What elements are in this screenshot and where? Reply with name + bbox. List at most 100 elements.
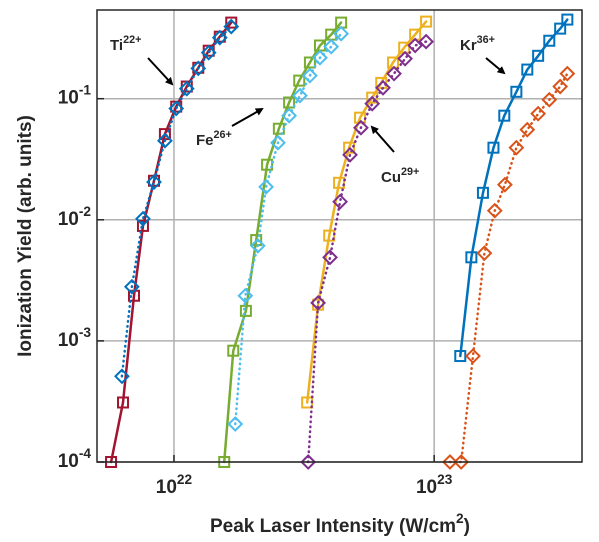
marker <box>312 49 328 66</box>
marker <box>532 49 545 62</box>
marker <box>418 33 434 50</box>
series-layer <box>105 13 576 470</box>
marker <box>343 141 356 154</box>
marker <box>301 67 318 84</box>
series <box>454 13 574 363</box>
marker <box>498 109 511 122</box>
series <box>442 65 576 470</box>
marker <box>323 229 336 242</box>
plot-area <box>97 10 582 462</box>
marker <box>322 249 338 266</box>
series <box>300 33 434 470</box>
annotation: Ti22+ <box>110 34 141 54</box>
marker <box>211 29 228 46</box>
marker <box>283 96 296 109</box>
marker <box>364 95 381 112</box>
marker <box>519 121 536 138</box>
marker <box>258 178 275 195</box>
annotation-arrow <box>485 57 506 75</box>
marker <box>136 219 149 232</box>
marker <box>496 176 513 193</box>
marker <box>487 141 500 154</box>
marker <box>261 158 274 171</box>
series-line <box>305 20 428 404</box>
marker <box>543 34 556 47</box>
annotation: Kr36+ <box>460 34 495 54</box>
marker <box>270 134 286 151</box>
series <box>114 18 240 385</box>
marker <box>559 65 576 82</box>
marker <box>442 454 458 470</box>
y-tick-label: 10-4 <box>58 446 92 472</box>
marker <box>292 87 308 104</box>
y-axis-label: Ionization Yield (arb. units) <box>15 115 36 357</box>
marker <box>190 60 207 77</box>
marker <box>293 74 306 87</box>
marker <box>420 15 433 28</box>
marker <box>157 132 173 149</box>
marker <box>249 237 266 254</box>
marker <box>476 186 489 199</box>
marker <box>250 234 263 247</box>
series-line <box>448 72 569 464</box>
marker <box>135 210 151 227</box>
marker <box>486 202 503 219</box>
marker <box>146 174 162 190</box>
series <box>227 25 350 432</box>
x-tick-label: 1023 <box>416 472 453 498</box>
marker <box>541 91 558 108</box>
marker <box>375 79 391 96</box>
marker <box>114 368 130 385</box>
annotation-arrow <box>147 57 174 86</box>
marker <box>453 454 470 470</box>
marker <box>521 63 534 76</box>
marker <box>178 80 195 97</box>
marker <box>333 25 350 42</box>
x-tick-label: 1022 <box>156 472 193 498</box>
marker <box>303 56 316 69</box>
marker <box>465 348 481 364</box>
marker <box>310 294 327 311</box>
marker <box>353 119 369 136</box>
marker <box>117 396 130 409</box>
series-line <box>120 25 233 378</box>
marker <box>465 251 478 264</box>
marker <box>227 416 244 432</box>
marker <box>333 176 346 189</box>
marker <box>554 22 567 35</box>
marker <box>397 50 413 67</box>
marker <box>530 105 547 122</box>
x-axis-label: Peak Laser Intensity (W/cm2) <box>210 511 470 537</box>
y-tick-label: 10-1 <box>58 83 92 109</box>
y-tick-label: 10-2 <box>58 204 92 230</box>
annotations: Ti22+ Fe26+ Cu29+ Kr36+ <box>110 34 506 186</box>
marker <box>476 245 493 262</box>
marker <box>225 16 238 29</box>
plot-frame <box>96 9 583 463</box>
y-tick-label: 10-3 <box>58 325 92 351</box>
annotation: Fe26+ <box>196 129 232 149</box>
marker <box>510 85 523 98</box>
marker <box>239 304 252 317</box>
annotation-arrow <box>231 108 264 127</box>
marker <box>323 38 340 55</box>
marker <box>332 193 349 210</box>
marker <box>300 454 317 470</box>
marker <box>237 287 254 304</box>
marker <box>386 65 402 82</box>
annotation: Cu29+ <box>381 166 419 186</box>
marker <box>375 76 388 89</box>
marker <box>561 13 574 26</box>
annotation-arrow <box>370 125 395 153</box>
marker <box>227 344 240 357</box>
marker <box>552 78 569 95</box>
marker <box>168 100 185 117</box>
marker <box>200 44 217 61</box>
marker <box>407 37 424 54</box>
marker <box>508 139 525 156</box>
marker <box>342 146 358 163</box>
marker <box>223 18 240 35</box>
ticks: 1022 1023 10-4 10-3 10-2 10-1 <box>58 83 453 498</box>
series-line <box>306 40 428 464</box>
